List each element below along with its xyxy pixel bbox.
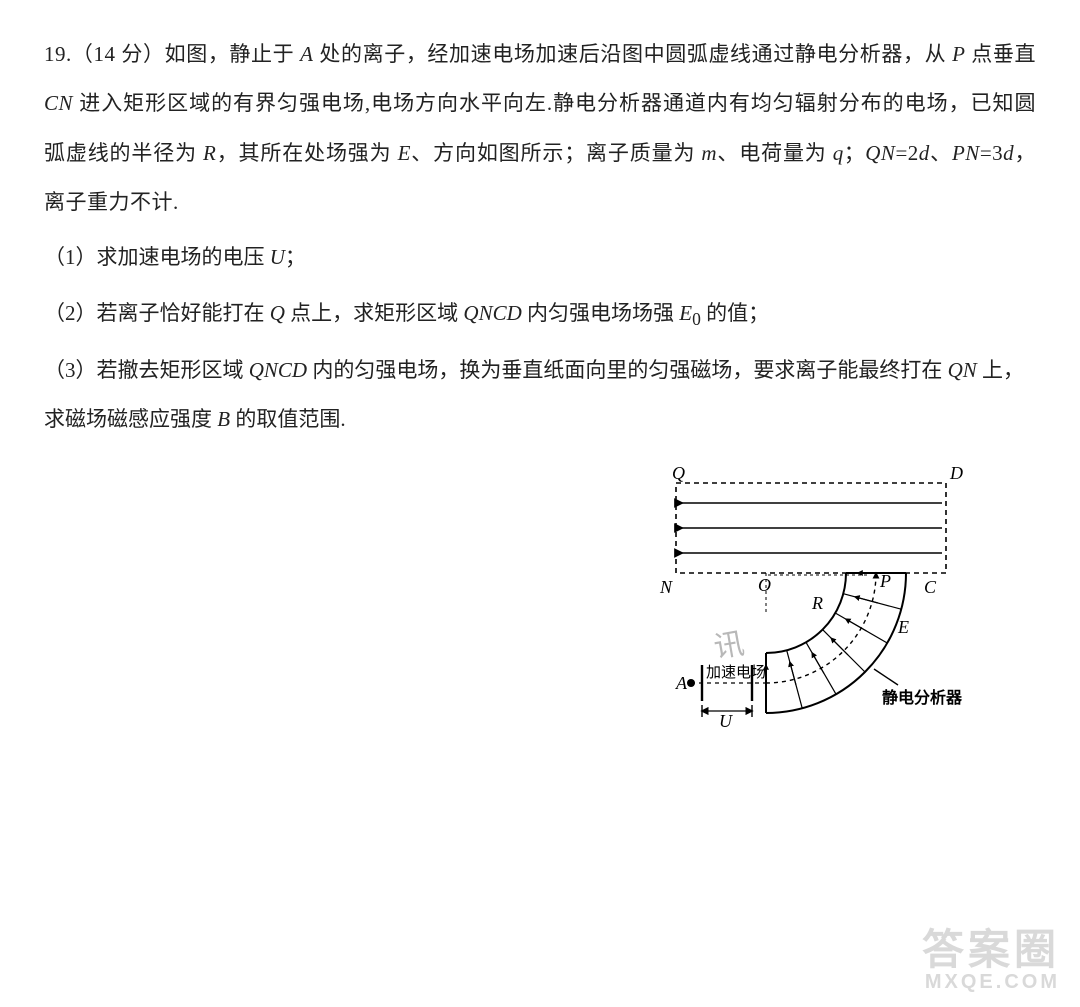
label-analyzer: 静电分析器 bbox=[882, 688, 963, 707]
accelerating-field: A 加速电场 U bbox=[675, 664, 766, 731]
watermark-line1: 答案圈 bbox=[922, 928, 1060, 972]
label-E: E bbox=[897, 617, 909, 637]
physics-figure: Q D N C O P bbox=[646, 463, 976, 753]
watermark: 答案圈 MXQE.COM bbox=[922, 928, 1060, 993]
label-U: U bbox=[719, 711, 733, 731]
label-accel: 加速电场 bbox=[706, 664, 766, 681]
label-D: D bbox=[949, 463, 963, 483]
watermark-line2: MXQE.COM bbox=[922, 972, 1060, 993]
analyzer-leader bbox=[874, 669, 898, 685]
label-C: C bbox=[924, 577, 937, 597]
label-Q: Q bbox=[672, 463, 685, 483]
label-O: O bbox=[758, 575, 771, 595]
sub-question-1: （1）求加速电场的电压 U； bbox=[44, 233, 1036, 282]
label-R: R bbox=[811, 593, 823, 613]
label-A: A bbox=[675, 673, 688, 693]
faint-mark: 讯 bbox=[711, 627, 746, 665]
sub-question-3: （3）若撤去矩形区域 QNCD 内的匀强电场，换为垂直纸面向里的匀强磁场，要求离… bbox=[44, 346, 1036, 445]
question-body: 19.（14 分）如图，静止于 A 处的离子，经加速电场加速后沿图中圆弧虚线通过… bbox=[44, 30, 1036, 227]
sub-question-2: （2）若离子恰好能打在 Q 点上，求矩形区域 QNCD 内匀强电场场强 E0 的… bbox=[44, 289, 1036, 340]
label-N: N bbox=[659, 577, 673, 597]
